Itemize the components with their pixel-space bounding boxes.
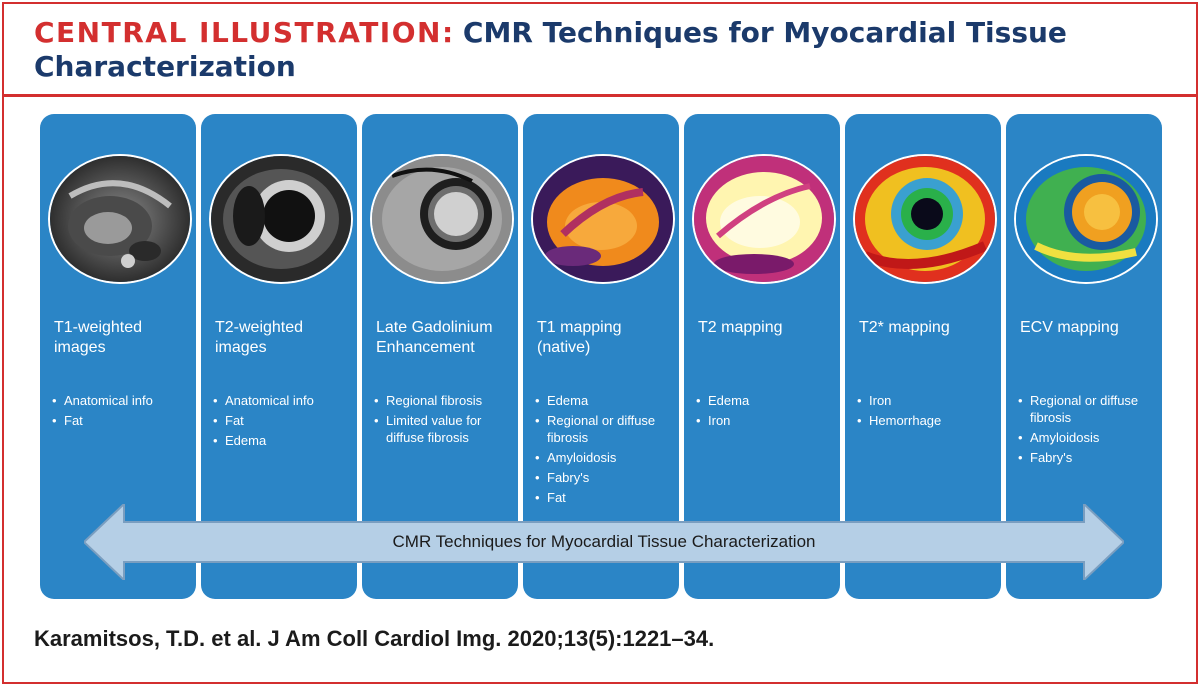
panel-bullets: Regional or diffuse fibrosis Amyloidosis… — [1018, 392, 1158, 469]
panel-title: T1-weighted images — [54, 319, 143, 356]
list-item: Regional or diffuse fibrosis — [535, 412, 675, 446]
citation: Karamitsos, T.D. et al. J Am Coll Cardio… — [34, 626, 715, 651]
panel-t2-weighted: T2-weighted images Anatomical info Fat E… — [201, 114, 357, 599]
lge-cmr-image — [370, 154, 514, 284]
list-item: Fabry's — [1018, 449, 1158, 466]
panel-title: ECV mapping — [1020, 319, 1119, 336]
technique-panels: T1-weighted images Anatomical info Fat T… — [40, 114, 1166, 599]
panel-t1-weighted: T1-weighted images Anatomical info Fat — [40, 114, 196, 599]
panel-t2-star-mapping: T2* mapping Iron Hemorrhage — [845, 114, 1001, 599]
list-item: Amyloidosis — [1018, 429, 1158, 446]
list-item: Edema — [535, 392, 675, 409]
panel-title: T2-weighted images — [215, 319, 304, 356]
t2-weighted-cmr-image — [209, 154, 353, 284]
list-item: Fat — [535, 489, 675, 506]
list-item: Anatomical info — [213, 392, 353, 409]
list-item: Fabry's — [535, 469, 675, 486]
list-item: Regional or diffuse fibrosis — [1018, 392, 1158, 426]
panel-t1-mapping: T1 mapping (native) Edema Regional or di… — [523, 114, 679, 599]
panel-title: T2* mapping — [859, 319, 950, 336]
list-item: Fat — [52, 412, 192, 429]
title-separator: : — [441, 16, 454, 49]
illustration-title: CMR Techniques for Myocardial Tissue Cha… — [34, 16, 1067, 83]
t2-star-map-image — [853, 154, 997, 284]
panel-bullets: Anatomical info Fat Edema — [213, 392, 353, 452]
ecv-map-image — [1014, 154, 1158, 284]
double-arrow-icon — [84, 504, 1124, 580]
list-item: Iron — [696, 412, 836, 429]
panel-bullets: Anatomical info Fat — [52, 392, 192, 432]
panel-ecv-mapping: ECV mapping Regional or diffuse fibrosis… — [1006, 114, 1162, 599]
central-illustration-label: CENTRAL ILLUSTRATION — [34, 16, 442, 49]
t1-weighted-cmr-image — [48, 154, 192, 284]
panel-title: T2 mapping — [698, 319, 783, 336]
panel-late-gadolinium-enhancement: Late Gadolinium Enhancement Regional fib… — [362, 114, 518, 599]
panel-bullets: Edema Iron — [696, 392, 836, 432]
panel-title: T1 mapping (native) — [537, 319, 622, 356]
panel-title: Late Gadolinium Enhancement — [376, 319, 493, 356]
panel-bullets: Iron Hemorrhage — [857, 392, 997, 432]
panel-t2-mapping: T2 mapping Edema Iron — [684, 114, 840, 599]
list-item: Fat — [213, 412, 353, 429]
panel-bullets: Edema Regional or diffuse fibrosis Amylo… — [535, 392, 675, 509]
list-item: Limited value for diffuse fibrosis — [374, 412, 514, 446]
title-divider — [4, 94, 1196, 97]
panel-bullets: Regional fibrosis Limited value for diff… — [374, 392, 514, 449]
list-item: Anatomical info — [52, 392, 192, 409]
list-item: Edema — [696, 392, 836, 409]
list-item: Amyloidosis — [535, 449, 675, 466]
list-item: Hemorrhage — [857, 412, 997, 429]
list-item: Edema — [213, 432, 353, 449]
page-title: CENTRAL ILLUSTRATION: CMR Techniques for… — [34, 16, 1174, 84]
list-item: Regional fibrosis — [374, 392, 514, 409]
t1-map-image — [531, 154, 675, 284]
arrow-label: CMR Techniques for Myocardial Tissue Cha… — [392, 532, 816, 551]
list-item: Iron — [857, 392, 997, 409]
t2-map-image — [692, 154, 836, 284]
double-headed-arrow: CMR Techniques for Myocardial Tissue Cha… — [84, 504, 1124, 580]
